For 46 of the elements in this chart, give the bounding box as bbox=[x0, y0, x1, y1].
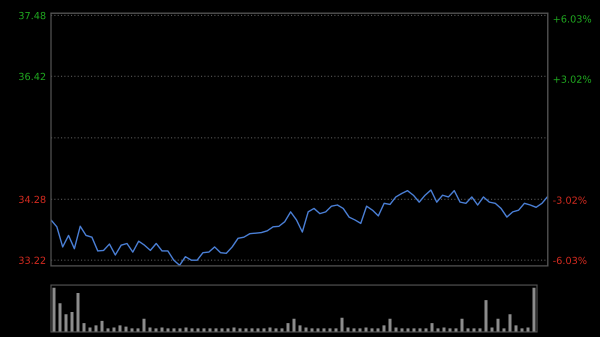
bar bbox=[508, 314, 512, 332]
bar bbox=[94, 325, 98, 332]
y-tick-label: 33.22 bbox=[19, 256, 46, 264]
bar bbox=[382, 325, 386, 332]
y-tick-label: 34.28 bbox=[19, 196, 46, 204]
bar bbox=[514, 325, 518, 332]
bar bbox=[118, 325, 122, 332]
bar bbox=[100, 320, 104, 332]
bar bbox=[430, 323, 434, 332]
bar bbox=[490, 328, 494, 332]
bar bbox=[268, 328, 272, 332]
bar bbox=[286, 323, 290, 332]
bar bbox=[76, 293, 80, 332]
bar bbox=[388, 318, 392, 332]
bar bbox=[112, 328, 116, 332]
bar bbox=[394, 328, 398, 332]
bar bbox=[340, 318, 344, 332]
y2-tick-label: +6.03% bbox=[554, 15, 592, 23]
bar bbox=[460, 318, 464, 332]
bar bbox=[484, 300, 488, 332]
bar bbox=[124, 326, 128, 332]
bar bbox=[496, 318, 500, 332]
bar bbox=[64, 314, 68, 332]
bar bbox=[142, 318, 146, 332]
bar bbox=[526, 328, 530, 332]
y-tick-label: 36.42 bbox=[19, 72, 46, 80]
bar bbox=[364, 328, 368, 332]
bar bbox=[58, 303, 62, 332]
bar bbox=[304, 328, 308, 332]
bar bbox=[442, 328, 446, 332]
bar bbox=[160, 328, 164, 332]
bar bbox=[52, 288, 56, 332]
bar bbox=[346, 328, 350, 332]
bar bbox=[148, 328, 152, 332]
bar bbox=[532, 288, 536, 332]
bar bbox=[88, 328, 92, 332]
bar bbox=[82, 323, 86, 332]
bar bbox=[70, 312, 74, 332]
bar bbox=[184, 328, 188, 332]
y-tick-label: 37.48 bbox=[19, 12, 46, 20]
y2-tick-label: +3.02% bbox=[554, 76, 592, 83]
y2-tick-label: -3.02% bbox=[553, 196, 587, 204]
y2-tick-label: -6.03% bbox=[553, 256, 587, 264]
bar bbox=[298, 325, 302, 332]
bar bbox=[232, 328, 236, 332]
bar bbox=[292, 318, 296, 332]
